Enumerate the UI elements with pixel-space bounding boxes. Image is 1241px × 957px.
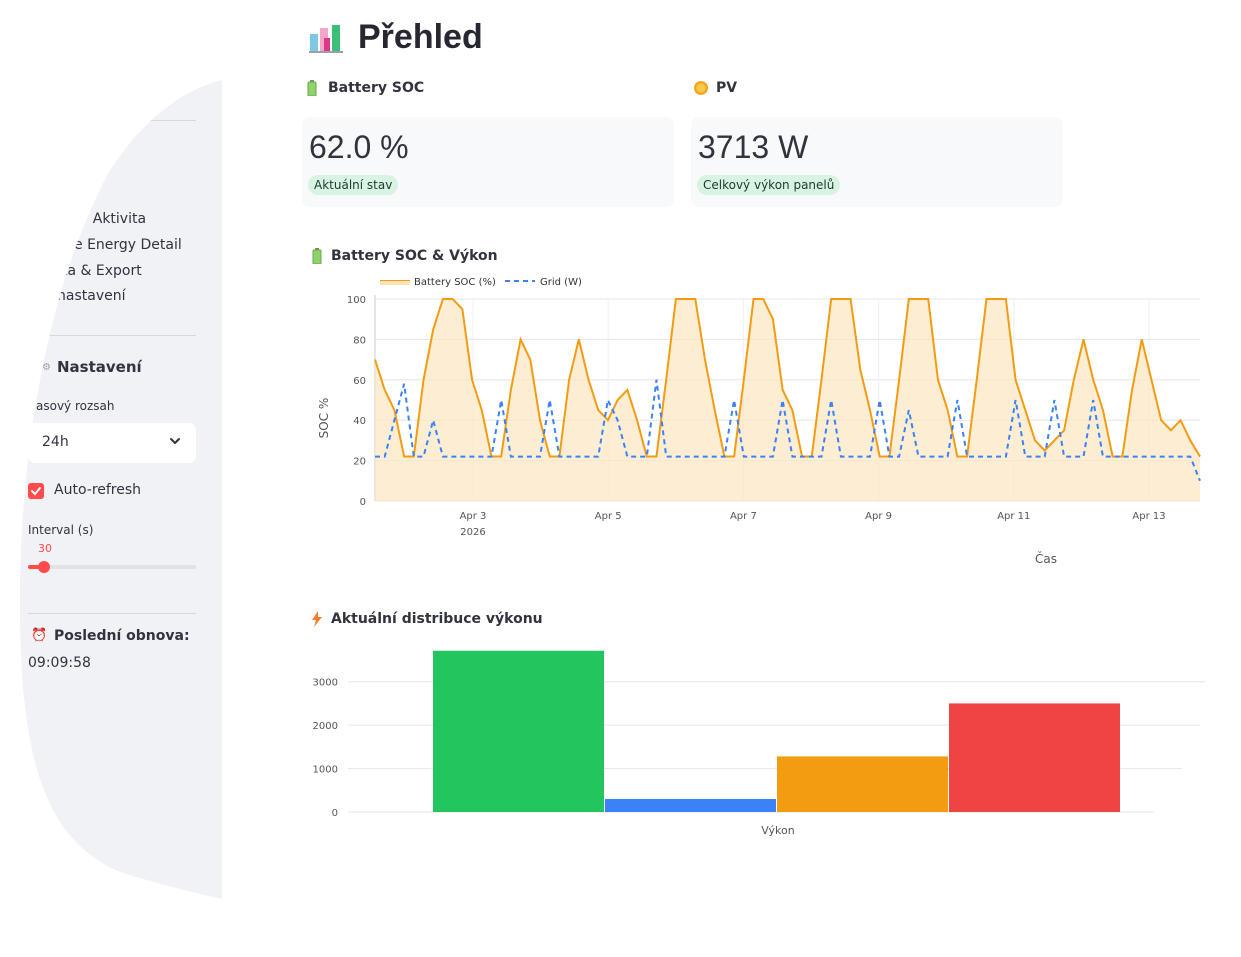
bar [949,703,1120,812]
sidebar: y Aktivita e Energy Detail ta & Export n… [0,0,222,957]
y-tick-label: 2000 [313,721,338,732]
metric-header-pv: PV [716,80,738,96]
soc-y-axis-label: SOC % [317,398,331,439]
interval-slider-thumb[interactable] [38,561,50,573]
y-tick-label: 100 [347,295,366,306]
x-tick-label: Apr 3 [460,511,487,522]
time-range-label: asový rozsah [36,399,115,413]
sidebar-item-data-export[interactable]: ta & Export [62,263,142,279]
gear-icon: ⚙ [42,362,51,373]
x-tick-label: Apr 9 [865,511,892,522]
sidebar-item-energy-detail[interactable]: e Energy Detail [74,237,182,253]
sidebar-item-nastaveni[interactable]: nastavení [57,288,126,304]
alarm-clock-icon: ⏰ [31,628,48,643]
metric-card-battery: 62.0 % Aktuální stav [302,117,674,207]
grid-series-line [375,380,1200,481]
y-tick-label: 1000 [313,765,338,776]
metric-card-pv: 3713 W Celkový výkon panelů [691,117,1063,207]
sun-icon [693,80,709,96]
sidebar-divider [28,613,196,614]
interval-slider-fill [28,565,44,569]
interval-label: Interval (s) [28,523,94,537]
bar [605,799,776,812]
check-icon [30,485,42,497]
chevron-down-icon [168,433,182,452]
last-refresh-label: Poslední obnova: [54,628,190,644]
soc-section-header: Battery SOC & Výkon [331,248,498,264]
x-tick-label: Apr 13 [1132,511,1165,522]
time-range-value: 24h [42,434,69,450]
soc-x-axis-label: Čas [1035,551,1057,566]
interval-slider-value: 30 [38,542,52,555]
x-tick-label: Apr 5 [595,511,622,522]
sidebar-item-aktivita[interactable]: y Aktivita [80,211,147,227]
y-tick-label: 60 [353,376,366,387]
auto-refresh-label: Auto-refresh [54,482,142,498]
x-tick-label: Apr 11 [997,511,1030,522]
x-tick-sublabel: 2026 [460,527,485,538]
soc-series-line [375,299,1200,457]
metric-delta-pv: Celkový výkon panelů [697,175,840,195]
soc-chart[interactable]: Battery SOC (%) Grid (W) 0 20 40 60 80 100 Ap… [300,268,1241,578]
soc-legend: Battery SOC (%) Grid (W) [380,277,582,288]
distribution-section-header: Aktuální distribuce výkonu [331,611,543,627]
y-tick-label: 20 [353,457,366,468]
x-tick-label: Apr 7 [730,511,757,522]
metric-value-pv: 3713 W [698,129,809,165]
legend-label-soc: Battery SOC (%) [414,277,496,288]
y-tick-label: 40 [353,416,366,427]
distribution-x-axis-label: Výkon [761,824,794,837]
metric-value-battery: 62.0 % [309,129,409,165]
battery-icon [307,80,317,96]
bar [777,756,948,812]
sidebar-divider [28,335,196,336]
bar-chart-icon [309,24,345,54]
y-tick-label: 3000 [313,678,338,689]
y-tick-label: 0 [332,808,338,819]
last-refresh-time: 09:09:58 [28,655,91,671]
auto-refresh-checkbox[interactable] [28,483,44,499]
y-tick-label: 0 [360,497,366,508]
legend-label-grid: Grid (W) [540,277,582,288]
metric-delta-battery: Aktuální stav [308,175,398,195]
lightning-icon [311,611,323,627]
distribution-chart[interactable]: 0 1000 2000 3000 Výkon [300,640,1241,850]
time-range-select[interactable]: 24h [28,423,196,463]
sidebar-divider [28,120,196,121]
bar [433,651,604,812]
battery-icon [312,248,322,264]
soc-area-fill [375,299,1200,501]
y-tick-label: 80 [353,335,366,346]
page-title: Přehled [358,18,483,56]
metric-header-battery: Battery SOC [328,80,425,96]
interval-slider-track[interactable] [28,565,196,569]
settings-heading: Nastavení [57,358,142,376]
